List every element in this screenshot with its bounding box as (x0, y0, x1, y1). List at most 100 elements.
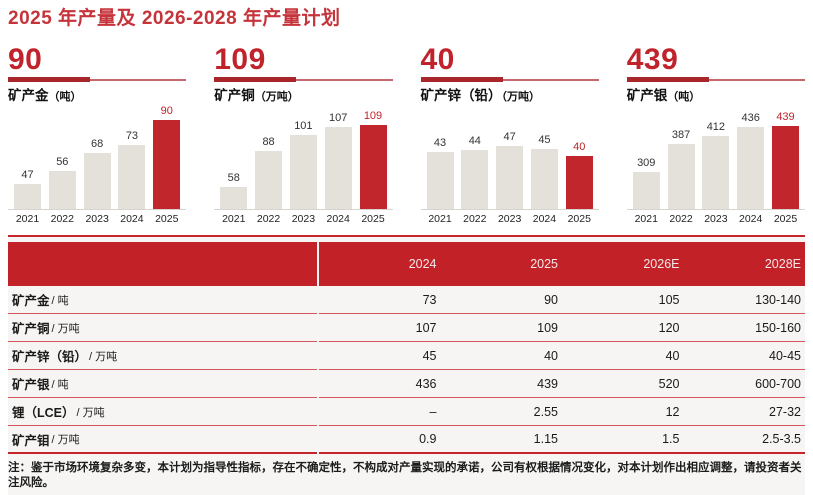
chart-rule (214, 77, 393, 83)
x-axis-tick-label: 2023 (85, 213, 109, 225)
row-values: – 2.55 12 27-32 (319, 398, 805, 426)
row-unit-text: / 吨 (51, 378, 69, 391)
bar-value-label: 107 (329, 112, 348, 125)
bar-value-label: 44 (468, 135, 481, 148)
chart-rule-thick-segment (626, 77, 709, 82)
bar-value-label: 309 (637, 157, 656, 169)
table-cell: 109 (537, 320, 558, 335)
row-label: 矿产铜 / 万吨 (8, 314, 317, 342)
chart-title: 矿产铜（万吨） (214, 87, 392, 106)
x-axis-tick-label: 2024 (326, 213, 350, 225)
chart-rule-thick-segment (420, 77, 503, 82)
bar-group: 47 (12, 170, 43, 209)
row-label: 矿产银 / 吨 (8, 370, 317, 398)
table-cell: 439 (537, 376, 558, 391)
bar-value-label: 56 (56, 155, 69, 168)
bar (565, 156, 593, 209)
bar-group: 439 (770, 112, 801, 209)
bar-value-label: 88 (262, 135, 275, 148)
table-row: 矿产钼 / 万吨 0.9 1.15 1.5 2.5-3.5 (8, 426, 805, 454)
row-label-text: 矿产金 (12, 294, 50, 308)
table-cell: 2.5-3.5 (762, 432, 801, 446)
bar-value-label: 47 (21, 169, 34, 181)
bar-value-label: 101 (294, 119, 313, 132)
row-label: 矿产钼 / 万吨 (8, 426, 317, 454)
x-axis-tick-label: 2022 (463, 213, 487, 225)
chart-rule-thin-line (8, 79, 187, 81)
row-label: 矿产金 / 吨 (8, 286, 317, 314)
row-unit-text: / 万吨 (76, 406, 105, 419)
x-axis-tick-label: 2023 (704, 213, 728, 225)
bar (530, 148, 558, 209)
bar (737, 127, 765, 209)
table-header-columns: 2024 2025 2026E 2028E (319, 242, 805, 286)
table-row: 矿产银 / 吨 436 439 520 600-700 (8, 370, 805, 398)
chart-plot: 43 44 47 45 40 (420, 106, 599, 210)
table-cell: – (429, 404, 437, 419)
bar-group: 58 (218, 173, 249, 209)
row-label: 锂（LCE） / 万吨 (8, 398, 317, 426)
bar-value-label: 73 (125, 130, 139, 143)
row-values: 0.9 1.15 1.5 2.5-3.5 (319, 426, 805, 454)
chart-unit-text: （万吨） (501, 91, 541, 103)
table-cell: 600-700 (755, 376, 801, 391)
bar-group: 43 (425, 137, 456, 209)
chart-rule-thin-line (420, 79, 599, 81)
bar (324, 127, 352, 209)
table-cell: 436 (415, 376, 437, 391)
x-axis-tick-label: 2024 (739, 213, 763, 225)
table-cell: 12 (665, 404, 680, 419)
chart-title: 矿产金（吨） (8, 87, 186, 106)
bar-group: 436 (735, 113, 766, 209)
row-values: 107 109 120 150-160 (319, 314, 805, 342)
chart-unit-text: （吨） (48, 91, 82, 103)
x-axis-tick-label: 2024 (120, 213, 144, 225)
bar-value-label: 439 (776, 111, 795, 123)
row-label: 矿产锌（铅） / 万吨 (8, 342, 317, 370)
bar-value-label: 387 (671, 129, 691, 142)
section-top-rule (8, 235, 805, 237)
chart-headline: 439 (626, 43, 679, 76)
row-label-text: 矿产钼 (12, 433, 50, 448)
column-header: 2028E (764, 257, 801, 271)
bar-group: 101 (288, 119, 319, 209)
table-cell: 90 (544, 292, 558, 307)
bar-group: 109 (358, 111, 389, 209)
table-row: 矿产锌（铅） / 万吨 45 40 40 40-45 (8, 342, 805, 370)
table-cell: 2.55 (533, 404, 558, 419)
bar (667, 144, 695, 209)
bar-group: 68 (82, 138, 113, 209)
table-cell: 130-140 (755, 292, 801, 307)
chart-headline: 109 (214, 43, 266, 76)
chart-title-text: 矿产铜 (214, 88, 255, 103)
bar-group: 88 (253, 135, 284, 209)
row-unit-text: / 万吨 (51, 434, 80, 446)
chart-title: 矿产银（吨） (627, 87, 805, 106)
footnote: 注：鉴于市场环境复杂多变，本计划为指导性指标，存在不确定性，不构成对产量实现的承… (8, 462, 802, 489)
page-title: 2025 年产量及 2026-2028 年产量计划 (8, 8, 341, 29)
bar-value-label: 90 (160, 105, 173, 117)
bar-group: 412 (700, 121, 731, 209)
chart-rule-thick-segment (8, 77, 90, 82)
chart-x-axis: 2021 2022 2023 2024 2025 (8, 213, 186, 225)
row-values: 436 439 520 600-700 (319, 370, 805, 398)
chart-block: 40 矿产锌（铅）（万吨） 43 44 47 45 40 2021 2022 2023 202… (420, 45, 599, 225)
bar (48, 170, 76, 209)
table-row: 矿产金 / 吨 73 90 105 130-140 (8, 286, 805, 314)
chart-rule (626, 77, 805, 83)
row-unit-text: / 万吨 (89, 350, 118, 363)
bar-value-label: 436 (741, 112, 760, 125)
x-axis-tick-label: 2021 (15, 213, 40, 225)
bar (153, 120, 181, 209)
bar (255, 150, 283, 209)
bar (772, 126, 799, 209)
x-axis-tick-label: 2021 (634, 213, 658, 225)
bar-group: 56 (47, 155, 78, 209)
chart-x-axis: 2021 2022 2023 2024 2025 (627, 213, 805, 225)
table-cell: 73 (422, 292, 437, 307)
table-row: 矿产铜 / 万吨 107 109 120 150-160 (8, 314, 805, 342)
x-axis-tick-label: 2024 (532, 213, 557, 225)
table-row: 锂（LCE） / 万吨 – 2.55 12 27-32 (8, 398, 805, 426)
table-cell: 520 (658, 376, 680, 391)
chart-title-text: 矿产银 (626, 88, 668, 103)
